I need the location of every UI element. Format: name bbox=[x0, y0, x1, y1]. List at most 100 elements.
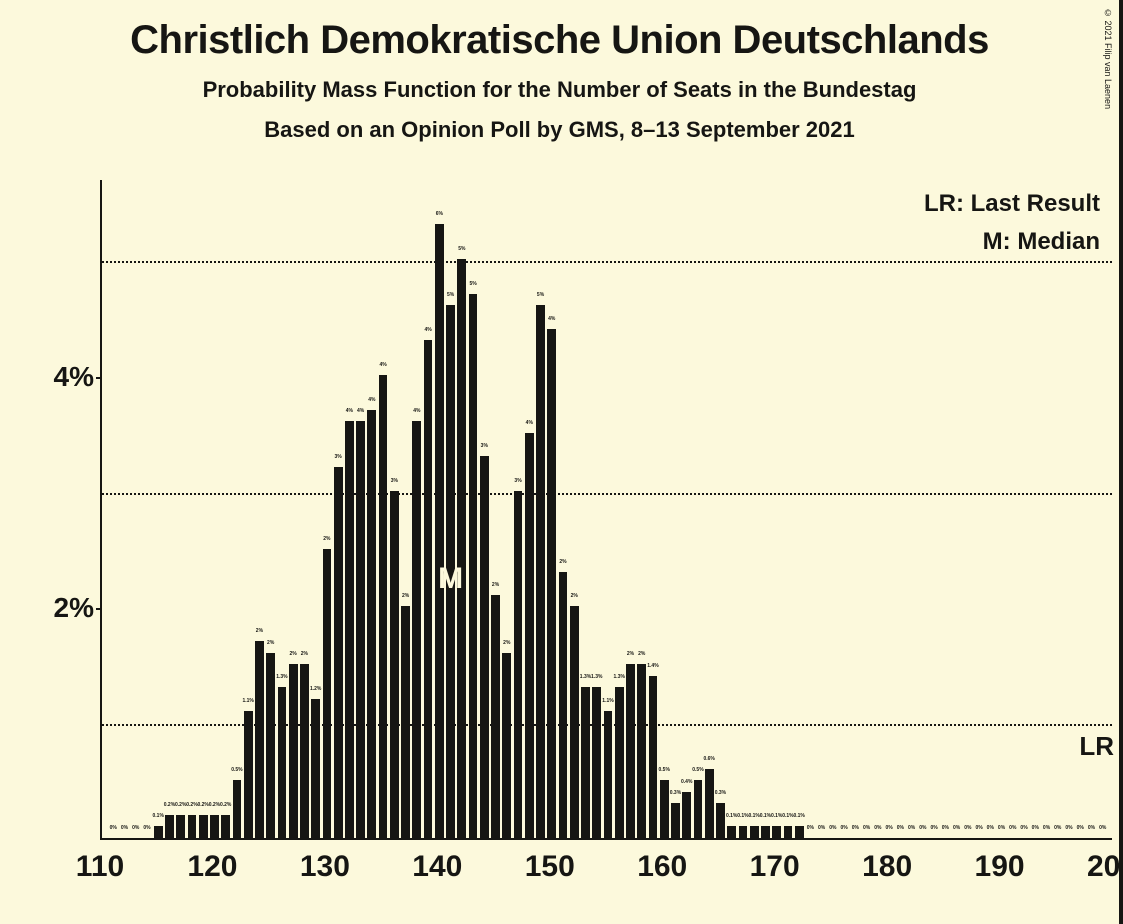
bar bbox=[356, 421, 365, 838]
bar-value-label: 1.2% bbox=[310, 686, 321, 692]
bar bbox=[772, 826, 781, 838]
bar bbox=[491, 595, 500, 838]
bar bbox=[379, 375, 388, 838]
bar-value-label: 0.1% bbox=[782, 813, 793, 819]
bar bbox=[750, 826, 759, 838]
bar-value-label: 0.5% bbox=[231, 767, 242, 773]
bar-value-label: 1.1% bbox=[602, 698, 613, 704]
bar-value-label: 0% bbox=[1054, 825, 1061, 831]
bar-value-label: 0% bbox=[110, 825, 117, 831]
bar bbox=[289, 664, 298, 838]
bar-value-label: 0.3% bbox=[670, 790, 681, 796]
x-tick-label: 190 bbox=[975, 850, 1025, 884]
bar-value-label: 0% bbox=[897, 825, 904, 831]
bar-value-label: 0.4% bbox=[681, 779, 692, 785]
bar bbox=[761, 826, 770, 838]
bar-value-label: 5% bbox=[537, 292, 544, 298]
bar bbox=[649, 676, 658, 838]
x-tick-label: 140 bbox=[412, 850, 462, 884]
bar-value-label: 0% bbox=[1088, 825, 1095, 831]
bar-value-label: 0.2% bbox=[175, 802, 186, 808]
bar-value-label: 0.1% bbox=[771, 813, 782, 819]
bar-value-label: 2% bbox=[492, 582, 499, 588]
bar-value-label: 0% bbox=[987, 825, 994, 831]
bar-value-label: 0.2% bbox=[164, 802, 175, 808]
bar-value-label: 3% bbox=[335, 454, 342, 460]
bar bbox=[412, 421, 421, 838]
bar-value-label: 4% bbox=[368, 397, 375, 403]
bar-value-label: 0% bbox=[841, 825, 848, 831]
bar-value-label: 4% bbox=[526, 420, 533, 426]
bar bbox=[615, 687, 624, 838]
legend-lr: LR: Last Result bbox=[924, 190, 1100, 218]
bar bbox=[424, 340, 433, 838]
bar-value-label: 5% bbox=[469, 281, 476, 287]
bar bbox=[390, 491, 399, 838]
bar-value-label: 6% bbox=[436, 211, 443, 217]
y-tick-mark bbox=[96, 377, 102, 379]
bar-value-label: 0.2% bbox=[197, 802, 208, 808]
bar bbox=[323, 549, 332, 838]
bars-layer: 0%0%0%0%0.1%0.2%0.2%0.2%0.2%0.2%0.2%0.5%… bbox=[102, 180, 1112, 838]
bar-value-label: 0.1% bbox=[726, 813, 737, 819]
bar-value-label: 0% bbox=[919, 825, 926, 831]
bar bbox=[210, 815, 219, 838]
x-tick-label: 110 bbox=[76, 850, 124, 884]
bar-value-label: 0.2% bbox=[186, 802, 197, 808]
bar bbox=[199, 815, 208, 838]
bar bbox=[727, 826, 736, 838]
bar-value-label: 3% bbox=[514, 478, 521, 484]
bar-value-label: 0.1% bbox=[153, 813, 164, 819]
bar bbox=[244, 711, 253, 838]
bar bbox=[300, 664, 309, 838]
bar bbox=[502, 653, 511, 838]
bar-value-label: 0.3% bbox=[715, 790, 726, 796]
chart-container: 0%0%0%0%0.1%0.2%0.2%0.2%0.2%0.2%0.2%0.5%… bbox=[38, 180, 1118, 910]
copyright-text: © 2021 Filip van Laenen bbox=[1103, 8, 1113, 109]
bar-value-label: 0% bbox=[807, 825, 814, 831]
x-tick-label: 170 bbox=[750, 850, 800, 884]
bar-value-label: 2% bbox=[503, 640, 510, 646]
bar-value-label: 1.1% bbox=[242, 698, 253, 704]
bar bbox=[536, 305, 545, 838]
plot-area: 0%0%0%0%0.1%0.2%0.2%0.2%0.2%0.2%0.2%0.5%… bbox=[100, 180, 1112, 840]
page-title: Christlich Demokratische Union Deutschla… bbox=[0, 0, 1119, 63]
bar bbox=[176, 815, 185, 838]
bar-value-label: 4% bbox=[424, 327, 431, 333]
x-tick-label: 200 bbox=[1087, 850, 1123, 884]
bar bbox=[345, 421, 354, 838]
bar-value-label: 1.4% bbox=[647, 663, 658, 669]
bar bbox=[739, 826, 748, 838]
bar-value-label: 0% bbox=[1032, 825, 1039, 831]
x-tick-label: 120 bbox=[187, 850, 237, 884]
bar-value-label: 5% bbox=[458, 246, 465, 252]
bar-value-label: 0% bbox=[143, 825, 150, 831]
grid-line bbox=[102, 724, 1112, 726]
bar-value-label: 3% bbox=[391, 478, 398, 484]
bar bbox=[559, 572, 568, 838]
bar-value-label: 0.5% bbox=[692, 767, 703, 773]
bar-value-label: 0% bbox=[132, 825, 139, 831]
x-tick-label: 150 bbox=[525, 850, 575, 884]
bar bbox=[547, 329, 556, 838]
bar bbox=[682, 792, 691, 838]
bar-value-label: 0% bbox=[121, 825, 128, 831]
bar-value-label: 2% bbox=[402, 593, 409, 599]
bar-value-label: 0% bbox=[953, 825, 960, 831]
bar-value-label: 2% bbox=[256, 628, 263, 634]
bar-value-label: 4% bbox=[357, 408, 364, 414]
bar-value-label: 0% bbox=[930, 825, 937, 831]
bar-value-label: 2% bbox=[323, 536, 330, 542]
bar-value-label: 0% bbox=[1077, 825, 1084, 831]
bar bbox=[705, 769, 714, 838]
bar-value-label: 2% bbox=[559, 559, 566, 565]
bar-value-label: 0% bbox=[964, 825, 971, 831]
bar-value-label: 0% bbox=[1065, 825, 1072, 831]
bar-value-label: 4% bbox=[548, 316, 555, 322]
y-tick-mark bbox=[96, 608, 102, 610]
x-tick-label: 130 bbox=[300, 850, 350, 884]
subtitle-2: Based on an Opinion Poll by GMS, 8–13 Se… bbox=[0, 117, 1119, 143]
bar bbox=[671, 803, 680, 838]
last-result-marker: LR bbox=[1079, 731, 1114, 762]
bar-value-label: 1.3% bbox=[591, 674, 602, 680]
